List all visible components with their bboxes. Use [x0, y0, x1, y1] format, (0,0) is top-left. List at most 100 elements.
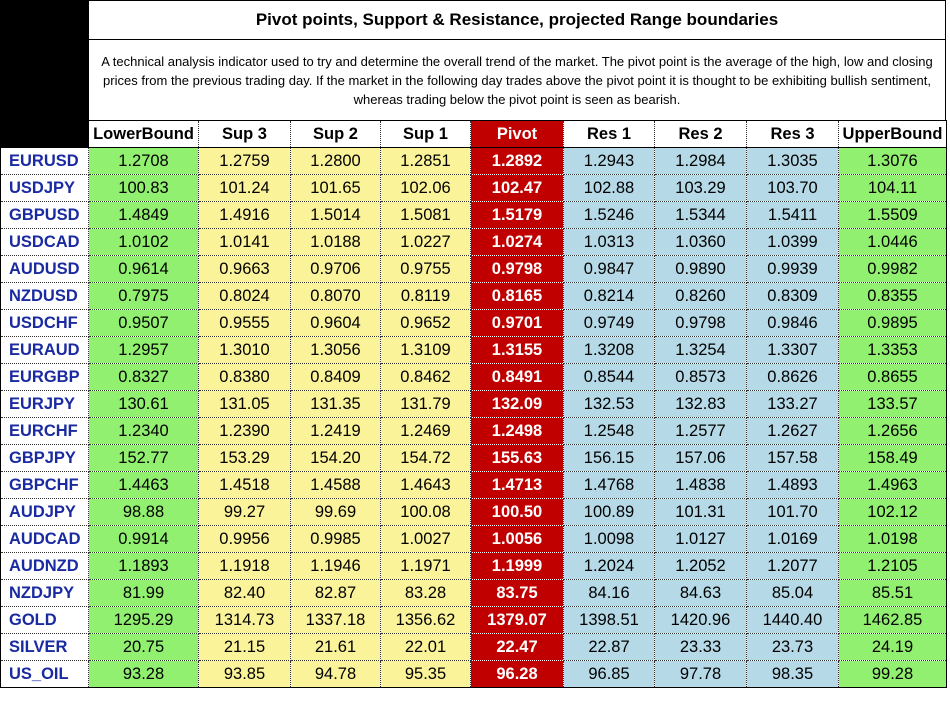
- value-cell: 0.9555: [198, 309, 291, 337]
- value-cell: 157.06: [654, 444, 747, 472]
- value-cell: 1.2052: [654, 552, 747, 580]
- value-cell: 101.65: [290, 174, 381, 202]
- value-cell: 0.9914: [88, 525, 199, 553]
- value-cell: 23.73: [746, 633, 839, 661]
- value-cell: 1.3307: [746, 336, 839, 364]
- value-cell: 0.8260: [654, 282, 747, 310]
- value-cell: 1.1946: [290, 552, 381, 580]
- value-cell: 0.9614: [88, 255, 199, 283]
- value-cell: 1295.29: [88, 606, 199, 634]
- value-cell: 1.4849: [88, 201, 199, 229]
- value-cell: 1420.96: [654, 606, 747, 634]
- value-cell: 1.0127: [654, 525, 747, 553]
- value-cell: 132.53: [563, 390, 655, 418]
- table-row: AUDJPY 98.88 99.27 99.69 100.08 100.50 100.89 1…: [0, 498, 947, 526]
- table-row: GBPJPY 152.77 153.29 154.20 154.72 155.63 156.…: [0, 444, 947, 472]
- value-cell: 133.57: [838, 390, 947, 418]
- value-cell: 20.75: [88, 633, 199, 661]
- value-cell: 1.0360: [654, 228, 747, 256]
- column-header: Sup 3: [198, 120, 291, 148]
- value-cell: 1.3254: [654, 336, 747, 364]
- value-cell: 0.8165: [470, 282, 564, 310]
- value-cell: 1.2077: [746, 552, 839, 580]
- value-cell: 1.0399: [746, 228, 839, 256]
- value-cell: 1.2957: [88, 336, 199, 364]
- value-cell: 0.8491: [470, 363, 564, 391]
- value-cell: 23.33: [654, 633, 747, 661]
- value-cell: 85.51: [838, 579, 947, 607]
- symbol-cell: AUDJPY: [0, 498, 89, 526]
- value-cell: 101.24: [198, 174, 291, 202]
- value-cell: 157.58: [746, 444, 839, 472]
- value-cell: 0.9652: [380, 309, 471, 337]
- value-cell: 156.15: [563, 444, 655, 472]
- value-cell: 1.2419: [290, 417, 381, 445]
- value-cell: 154.20: [290, 444, 381, 472]
- value-cell: 96.85: [563, 660, 655, 688]
- value-cell: 1.4463: [88, 471, 199, 499]
- value-cell: 1.3155: [470, 336, 564, 364]
- column-header: Sup 2: [290, 120, 381, 148]
- value-cell: 131.35: [290, 390, 381, 418]
- symbol-cell: SILVER: [0, 633, 89, 661]
- value-cell: 1.1999: [470, 552, 564, 580]
- value-cell: 1.0227: [380, 228, 471, 256]
- value-cell: 158.49: [838, 444, 947, 472]
- value-cell: 1.2024: [563, 552, 655, 580]
- value-cell: 100.08: [380, 498, 471, 526]
- value-cell: 1.5344: [654, 201, 747, 229]
- value-cell: 1.3035: [746, 147, 839, 175]
- value-cell: 0.9895: [838, 309, 947, 337]
- value-cell: 96.28: [470, 660, 564, 688]
- value-cell: 0.9706: [290, 255, 381, 283]
- value-cell: 22.47: [470, 633, 564, 661]
- symbol-cell: GBPUSD: [0, 201, 89, 229]
- value-cell: 24.19: [838, 633, 947, 661]
- sheet-title: Pivot points, Support & Resistance, proj…: [88, 0, 946, 40]
- value-cell: 93.85: [198, 660, 291, 688]
- value-cell: 100.89: [563, 498, 655, 526]
- value-cell: 0.9755: [380, 255, 471, 283]
- value-cell: 0.8462: [380, 363, 471, 391]
- value-cell: 97.78: [654, 660, 747, 688]
- value-cell: 0.9798: [654, 309, 747, 337]
- table-row: NZDJPY 81.99 82.40 82.87 83.28 83.75 84.16 84.6…: [0, 579, 947, 607]
- value-cell: 1.4963: [838, 471, 947, 499]
- symbol-cell: USDCAD: [0, 228, 89, 256]
- value-cell: 84.63: [654, 579, 747, 607]
- value-cell: 1.1971: [380, 552, 471, 580]
- value-cell: 1.2759: [198, 147, 291, 175]
- value-cell: 104.11: [838, 174, 947, 202]
- table-row: AUDUSD 0.9614 0.9663 0.9706 0.9755 0.9798 0.98…: [0, 255, 947, 283]
- value-cell: 131.79: [380, 390, 471, 418]
- column-header: Pivot: [470, 120, 564, 148]
- value-cell: 0.8409: [290, 363, 381, 391]
- table-row: AUDCAD 0.9914 0.9956 0.9985 1.0027 1.0056 1.00…: [0, 525, 947, 553]
- table-row: EURAUD 1.2957 1.3010 1.3056 1.3109 1.3155 1.32…: [0, 336, 947, 364]
- value-cell: 103.29: [654, 174, 747, 202]
- value-cell: 0.9749: [563, 309, 655, 337]
- table-row: EURGBP 0.8327 0.8380 0.8409 0.8462 0.8491 0.85…: [0, 363, 947, 391]
- column-header: Sup 1: [380, 120, 471, 148]
- table-row: USDJPY 100.83 101.24 101.65 102.06 102.47 102.…: [0, 174, 947, 202]
- value-cell: 132.09: [470, 390, 564, 418]
- value-cell: 102.12: [838, 498, 947, 526]
- value-cell: 83.28: [380, 579, 471, 607]
- column-header: Res 1: [563, 120, 655, 148]
- value-cell: 1.2800: [290, 147, 381, 175]
- symbol-cell: EURCHF: [0, 417, 89, 445]
- value-cell: 0.9985: [290, 525, 381, 553]
- value-cell: 1.2340: [88, 417, 199, 445]
- value-cell: 101.31: [654, 498, 747, 526]
- symbol-cell: AUDCAD: [0, 525, 89, 553]
- value-cell: 1440.40: [746, 606, 839, 634]
- value-cell: 1.0027: [380, 525, 471, 553]
- value-cell: 132.83: [654, 390, 747, 418]
- value-cell: 0.8355: [838, 282, 947, 310]
- header-corner: [0, 120, 89, 148]
- value-cell: 1.0098: [563, 525, 655, 553]
- table-row: GBPUSD 1.4849 1.4916 1.5014 1.5081 1.5179 1.52…: [0, 201, 947, 229]
- value-cell: 1.3208: [563, 336, 655, 364]
- value-cell: 93.28: [88, 660, 199, 688]
- pivot-table: LowerBound Sup 3 Sup 2 Sup 1 Pivot Res 1 Res 2…: [0, 120, 947, 688]
